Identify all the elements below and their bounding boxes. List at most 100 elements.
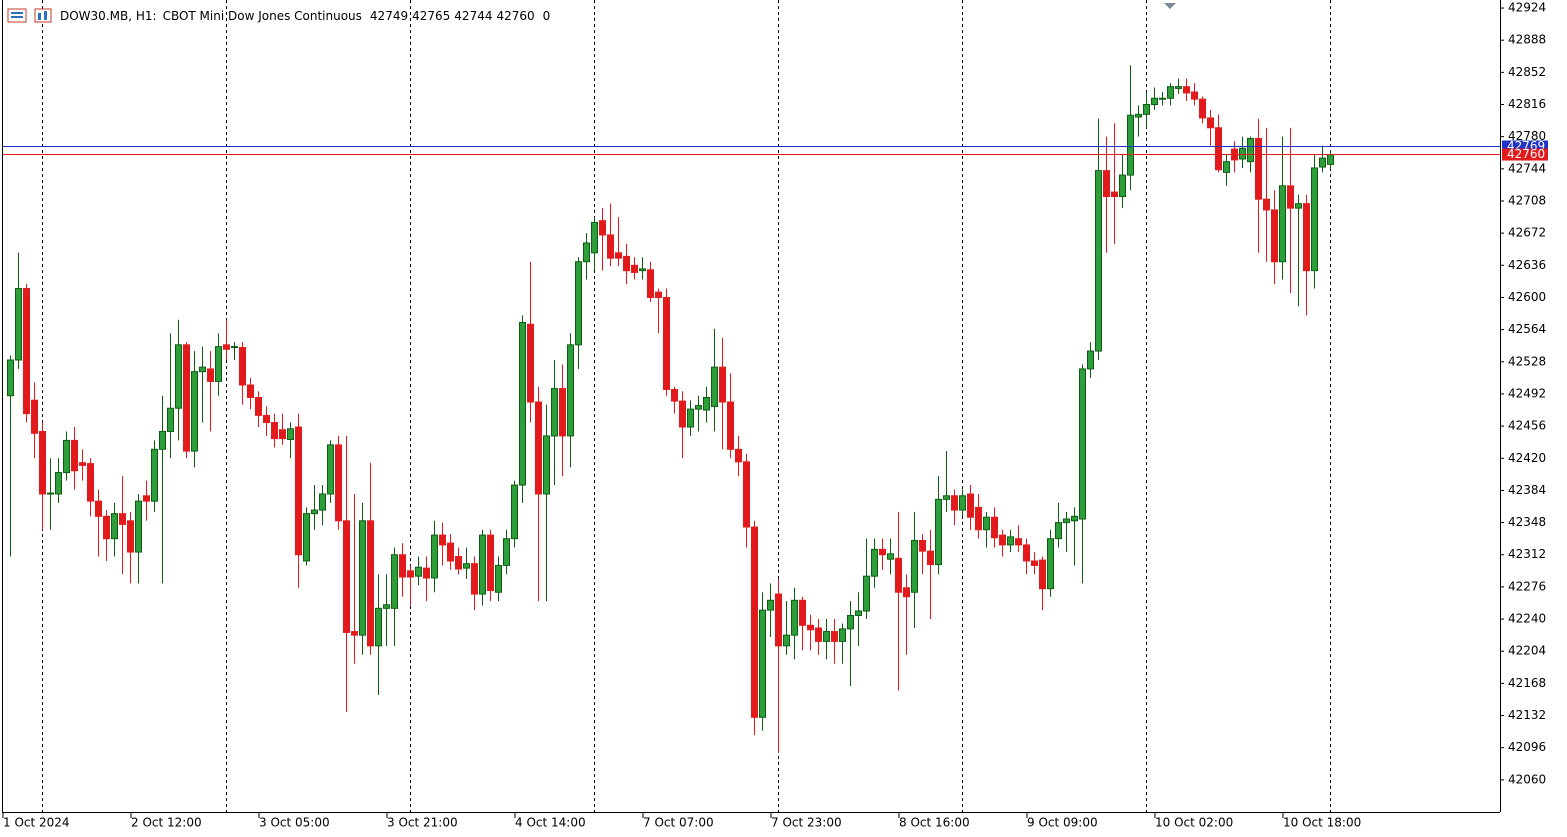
candle-body xyxy=(519,321,526,486)
candle-body xyxy=(143,495,150,502)
x-tick-label: 8 Oct 16:00 xyxy=(899,816,970,830)
candle-body xyxy=(71,439,78,472)
icon-menu-line xyxy=(11,16,23,18)
candle-body xyxy=(159,430,166,450)
candle-body xyxy=(927,550,934,566)
candle-body xyxy=(47,492,54,495)
candle-body xyxy=(599,220,606,236)
candle-body xyxy=(391,554,398,609)
candle-body xyxy=(1007,536,1014,546)
candle-body xyxy=(1175,86,1182,89)
candle-body xyxy=(743,461,750,528)
last-close: 42760 xyxy=(496,9,534,23)
candle-body xyxy=(919,539,926,552)
y-tick-label: 42312 xyxy=(1508,547,1546,561)
candle-body xyxy=(679,400,686,428)
candle-body xyxy=(367,520,374,647)
candle-body xyxy=(479,534,486,595)
candle-body xyxy=(543,435,550,495)
candle-body xyxy=(831,631,838,642)
header-text: DOW30.MB, H1: CBOT Mini Dow Jones Continu… xyxy=(60,9,550,23)
candle-body xyxy=(647,269,654,298)
candle-body xyxy=(207,368,214,382)
candle-body xyxy=(1247,137,1254,163)
candle-body xyxy=(231,346,238,349)
x-tick-label: 4 Oct 14:00 xyxy=(515,816,586,830)
candle-body xyxy=(575,261,582,346)
candle-body xyxy=(239,346,246,386)
candle-body xyxy=(23,288,30,415)
candle-body xyxy=(1295,203,1302,209)
x-tick-label: 1 Oct 2024 xyxy=(3,816,70,830)
candle-body xyxy=(911,539,918,593)
candle-body xyxy=(799,599,806,626)
candle-body xyxy=(735,448,742,463)
candle-body xyxy=(7,359,14,397)
candle-body xyxy=(1319,157,1326,168)
candle-body xyxy=(879,548,886,556)
candle-body xyxy=(15,288,22,361)
y-tick-label: 42636 xyxy=(1508,258,1546,272)
candle-body xyxy=(279,429,286,440)
candle-body xyxy=(215,346,222,382)
candle-body xyxy=(711,366,718,407)
candle-body xyxy=(1079,368,1086,520)
candle-body xyxy=(1303,203,1310,272)
icon-menu-line xyxy=(11,12,23,14)
candle-body xyxy=(1119,174,1126,198)
candle-body xyxy=(447,542,454,562)
y-tick-label: 42276 xyxy=(1508,579,1546,593)
candle-body xyxy=(943,495,950,500)
candle-body xyxy=(1215,127,1222,171)
candle-body xyxy=(687,408,694,428)
candle-body xyxy=(471,563,478,595)
last-low: 42744 xyxy=(454,9,492,23)
candle-body xyxy=(87,463,94,502)
candle-body xyxy=(1135,113,1142,118)
candle-body xyxy=(1311,167,1318,272)
candle-body xyxy=(1031,560,1038,566)
candle-body xyxy=(487,534,494,591)
candle-body xyxy=(727,401,734,450)
candle-body xyxy=(535,401,542,495)
candle-body xyxy=(815,627,822,642)
y-tick-label: 42168 xyxy=(1508,676,1546,690)
candle-body xyxy=(951,495,958,511)
y-tick-label: 42672 xyxy=(1508,226,1546,240)
candle-body xyxy=(375,607,382,647)
candle-body xyxy=(1287,185,1294,209)
candle-body xyxy=(1271,209,1278,263)
y-tick-label: 42816 xyxy=(1508,97,1546,111)
y-tick-label: 42348 xyxy=(1508,515,1546,529)
candle-body xyxy=(287,428,294,440)
y-tick-label: 42852 xyxy=(1508,65,1546,79)
icon-menu xyxy=(7,8,27,23)
candle-body xyxy=(303,513,310,562)
candle-body xyxy=(623,255,630,272)
candle-body xyxy=(351,631,358,636)
candle-body xyxy=(1039,559,1046,590)
candle-body xyxy=(967,493,974,518)
candle-body xyxy=(1151,97,1158,106)
candle-body xyxy=(751,526,758,718)
candle-body xyxy=(1127,114,1134,176)
candle-body xyxy=(1263,198,1270,211)
candle-body xyxy=(431,534,438,579)
candle-body xyxy=(95,500,102,517)
y-tick-label: 42060 xyxy=(1508,772,1546,786)
candle-body xyxy=(335,444,342,522)
spread: 0 xyxy=(543,9,551,23)
y-tick-label: 42780 xyxy=(1508,129,1546,143)
candle-body xyxy=(671,388,678,402)
candle-body xyxy=(567,344,574,437)
candle-body xyxy=(983,516,990,531)
y-tick-label: 42600 xyxy=(1508,290,1546,304)
candle-body xyxy=(1111,191,1118,198)
candle-body xyxy=(703,397,710,411)
marker-triangle xyxy=(1164,3,1176,9)
candle-body xyxy=(1191,91,1198,100)
candle-body xyxy=(1183,86,1190,94)
y-tick-label: 42924 xyxy=(1508,1,1546,15)
candle-body xyxy=(527,323,534,403)
